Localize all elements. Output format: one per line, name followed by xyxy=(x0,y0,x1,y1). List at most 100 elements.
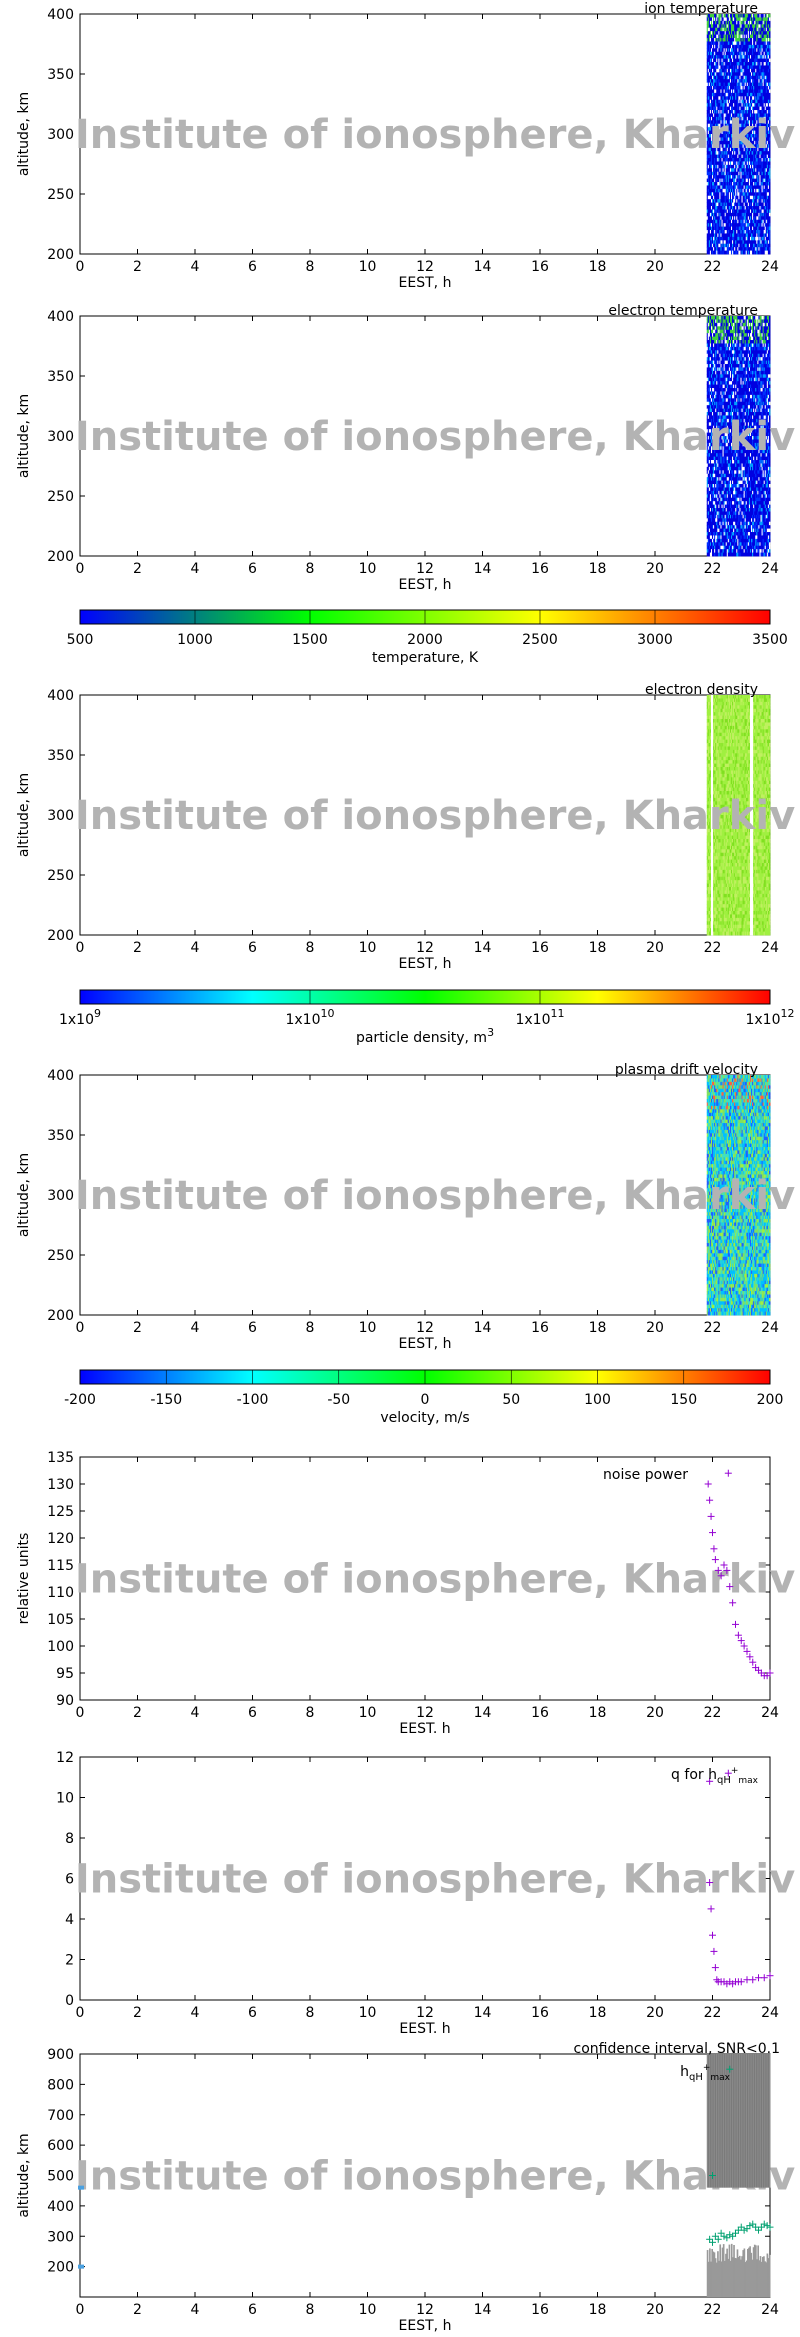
heatmap-cell xyxy=(718,144,720,149)
heatmap-cell xyxy=(707,140,710,145)
heatmap-cell xyxy=(706,209,709,214)
heatmap-cell xyxy=(708,202,711,207)
heatmap-cell xyxy=(713,168,715,173)
heatmap-cell xyxy=(713,171,715,176)
heatmap-cell xyxy=(706,86,709,90)
heatmap-cell xyxy=(712,41,714,46)
heatmap-cell xyxy=(706,103,709,107)
heatmap-cell xyxy=(716,161,718,166)
heatmap-cell xyxy=(706,185,709,190)
heatmap-cell xyxy=(707,44,710,49)
heatmap-cell xyxy=(706,113,709,118)
heatmap-cell xyxy=(708,230,711,234)
heatmap-cell xyxy=(706,199,709,203)
heatmap-cell xyxy=(707,31,710,35)
heatmap-cell xyxy=(713,137,715,142)
heatmap-cell xyxy=(715,106,717,111)
heatmap-cell xyxy=(768,250,771,255)
heatmap-cell xyxy=(707,75,710,80)
heatmap-cell xyxy=(713,195,715,200)
x-tick-label: 24 xyxy=(761,259,779,275)
heatmap-cell xyxy=(706,161,709,166)
heatmap-cell xyxy=(716,230,718,234)
heatmap-cell xyxy=(708,103,711,107)
heatmap-cells xyxy=(706,14,771,255)
heatmap-cell xyxy=(709,178,712,183)
heatmap-cell xyxy=(707,120,710,125)
heatmap-cell xyxy=(710,182,713,186)
heatmap-cell xyxy=(713,99,715,104)
heatmap-cell xyxy=(716,92,718,97)
heatmap-cell xyxy=(707,89,710,94)
heatmap-cell xyxy=(710,185,713,190)
heatmap-cell xyxy=(714,216,716,221)
heatmap-cell xyxy=(716,243,718,248)
x-axis-label: EEST, h xyxy=(399,275,452,291)
heatmap-cell xyxy=(718,96,720,101)
heatmap-cell xyxy=(715,230,717,234)
heatmap-cell xyxy=(709,147,712,152)
x-tick-label: 16 xyxy=(531,561,549,577)
heatmap-cell xyxy=(706,96,709,101)
heatmap-cell xyxy=(715,113,717,118)
x-tick-label: 24 xyxy=(761,561,779,577)
heatmap-cell xyxy=(706,240,709,245)
heatmap-cell xyxy=(710,192,713,197)
heatmap-cell xyxy=(708,192,711,197)
heatmap-cell xyxy=(717,27,719,32)
heatmap-cell xyxy=(707,178,710,183)
heatmap-cell xyxy=(714,158,716,162)
heatmap-cell xyxy=(712,151,714,155)
heatmap-cell xyxy=(768,212,771,217)
heatmap-cell xyxy=(716,171,718,176)
heatmap-cell xyxy=(768,51,771,56)
heatmap-cell xyxy=(716,223,718,227)
x-tick-label: 8 xyxy=(306,561,315,577)
heatmap-cell xyxy=(712,120,714,125)
heatmap-cell xyxy=(716,164,718,169)
heatmap-cell xyxy=(709,223,712,227)
heatmap-cell xyxy=(718,68,720,73)
heatmap-cell xyxy=(717,212,719,217)
heatmap-cell xyxy=(714,130,716,135)
heatmap-cell xyxy=(714,51,716,56)
x-tick-label: 2 xyxy=(133,561,142,577)
heatmap-cell xyxy=(706,106,709,111)
heatmap-cell xyxy=(714,240,716,245)
heatmap-cell xyxy=(716,34,718,39)
heatmap-cell xyxy=(717,137,719,142)
heatmap-cell xyxy=(768,41,771,46)
heatmap-cell xyxy=(708,223,711,227)
heatmap-cell xyxy=(716,216,718,221)
heatmap-cell xyxy=(768,192,771,197)
heatmap-cell xyxy=(714,151,716,155)
heatmap-cell xyxy=(718,79,720,83)
heatmap-cell xyxy=(708,185,711,190)
heatmap-cell xyxy=(717,24,719,29)
heatmap-cell xyxy=(712,127,714,131)
heatmap-cell xyxy=(717,144,719,149)
heatmap-cell xyxy=(718,226,720,231)
heatmap-cell xyxy=(710,120,713,125)
heatmap-cell xyxy=(708,110,711,114)
heatmap-cell xyxy=(707,233,710,238)
heatmap-cell xyxy=(715,209,717,214)
heatmap-cell xyxy=(714,178,716,183)
heatmap-cell xyxy=(714,250,716,255)
heatmap-cell xyxy=(713,144,715,149)
heatmap-cell xyxy=(709,240,712,245)
heatmap-cell xyxy=(712,134,714,138)
heatmap-cell xyxy=(713,175,715,179)
heatmap-cell xyxy=(708,199,711,203)
heatmap-cell xyxy=(713,188,715,193)
x-tick-label: 22 xyxy=(704,561,722,577)
heatmap-cell xyxy=(708,31,711,35)
heatmap-cell xyxy=(717,178,719,183)
heatmap-cell xyxy=(706,188,709,193)
heatmap-cell xyxy=(709,185,712,190)
heatmap-cell xyxy=(714,202,716,207)
heatmap-cell xyxy=(709,144,712,149)
heatmap-cell xyxy=(717,223,719,227)
heatmap-cell xyxy=(706,14,709,18)
heatmap-cell xyxy=(707,185,710,190)
